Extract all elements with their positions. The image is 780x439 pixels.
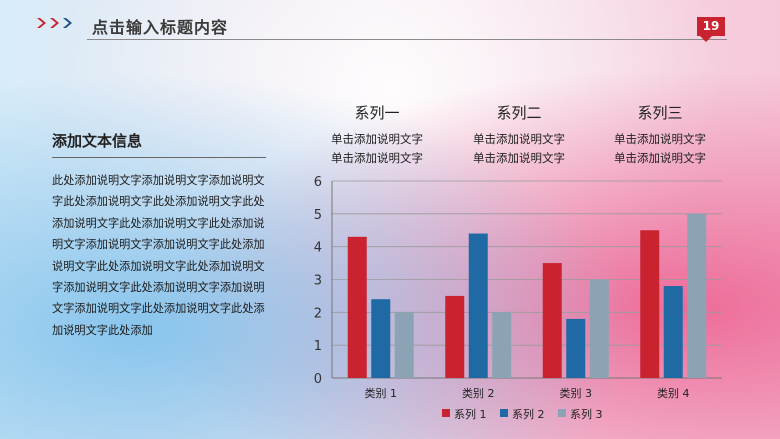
legend-label: 系列 3	[570, 407, 603, 421]
bar	[347, 236, 367, 378]
legend-label: 系列 2	[512, 407, 545, 421]
series-header-name[interactable]: 系列一	[354, 104, 400, 122]
legend-swatch	[500, 409, 508, 417]
series-header-name[interactable]: 系列二	[496, 104, 542, 122]
bar	[640, 230, 660, 378]
chevron-right-icon	[50, 18, 59, 28]
bar	[371, 299, 391, 378]
y-tick-label: 6	[314, 175, 322, 190]
y-tick-label: 4	[314, 241, 322, 256]
bar	[445, 295, 465, 378]
series-header-name[interactable]: 系列三	[637, 104, 683, 122]
x-tick-label: 类别 3	[560, 386, 593, 400]
series-header-3: 系列三 单击添加说明文字 单击添加说明文字	[590, 102, 730, 168]
series-header-desc[interactable]: 单击添加说明文字	[614, 151, 706, 165]
bar	[687, 213, 707, 378]
chevron-right-icon	[63, 18, 72, 28]
x-tick-label: 类别 2	[462, 386, 495, 400]
y-tick-label: 3	[314, 274, 322, 289]
y-tick-label: 5	[314, 208, 322, 223]
bar	[394, 312, 414, 378]
series-header-desc[interactable]: 单击添加说明文字	[331, 132, 423, 146]
section-title[interactable]: 添加文本信息	[52, 132, 143, 150]
bar	[589, 279, 609, 378]
bar	[663, 286, 683, 378]
header-divider	[87, 39, 727, 40]
page-title[interactable]: 点击输入标题内容	[92, 18, 229, 37]
bar	[492, 312, 512, 378]
legend-swatch	[558, 409, 566, 417]
bar	[542, 263, 562, 378]
y-tick-label: 0	[314, 372, 322, 387]
body-text[interactable]: 此处添加说明文字添加说明文字添加说明文字此处添加说明文字此处添加说明文字此处添加…	[52, 174, 265, 337]
series-header-desc[interactable]: 单击添加说明文字	[473, 151, 565, 165]
series-header-desc[interactable]: 单击添加说明文字	[473, 132, 565, 146]
legend-label: 系列 1	[454, 407, 487, 421]
bar-chart: 0 1 2 3 4 5 6 类别 1 类别 2 类别 3 类别 4 系列 1 系列 2 系列 3	[314, 175, 722, 421]
x-tick-label: 类别 4	[657, 386, 690, 400]
series-header-desc[interactable]: 单击添加说明文字	[614, 132, 706, 146]
bar	[566, 318, 586, 378]
x-tick-label: 类别 1	[365, 386, 398, 400]
bar	[468, 233, 488, 378]
section-divider	[52, 157, 266, 158]
header: 点击输入标题内容 19	[0, 0, 780, 44]
series-header-2: 系列二 单击添加说明文字 单击添加说明文字	[449, 102, 589, 168]
y-tick-label: 2	[314, 306, 322, 321]
y-tick-label: 1	[314, 339, 322, 354]
series-header-1: 系列一 单击添加说明文字 单击添加说明文字	[307, 102, 447, 168]
legend-swatch	[442, 409, 450, 417]
chevron-right-icon	[37, 18, 46, 28]
series-header-desc[interactable]: 单击添加说明文字	[331, 151, 423, 165]
page-number-badge: 19	[697, 17, 725, 42]
